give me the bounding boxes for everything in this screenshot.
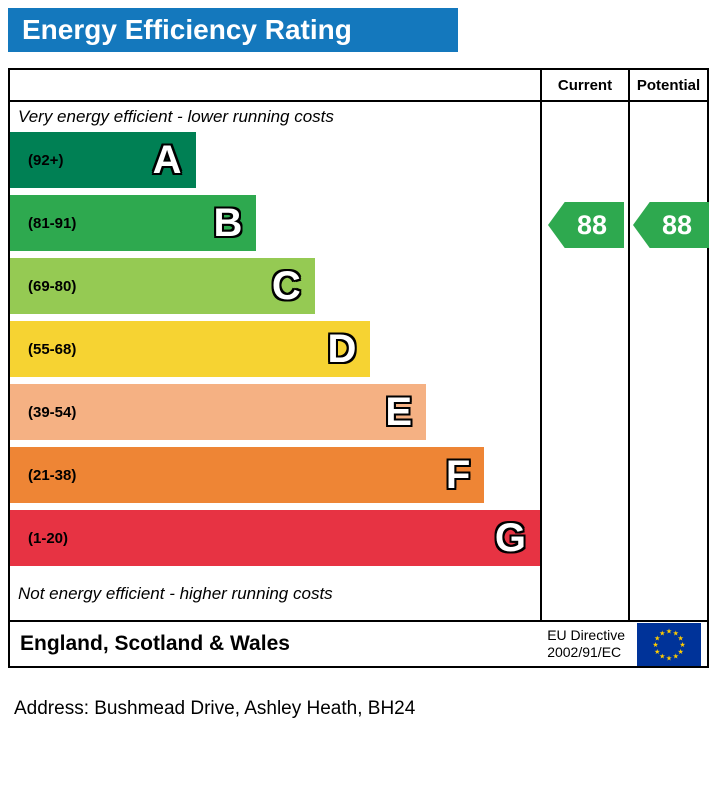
header-main-cell [10, 70, 540, 100]
band-bar-d: (55-68) D [10, 321, 371, 377]
svg-text:★: ★ [654, 647, 660, 655]
band-letter: A [152, 138, 182, 182]
address-line: Address: Bushmead Drive, Ashley Heath, B… [14, 698, 416, 719]
band-row-a: (92+) A [10, 132, 540, 195]
caption-top: Very energy efficient - lower running co… [18, 107, 334, 126]
band-letter: C [271, 264, 301, 308]
band-row-d: (55-68) D [10, 321, 540, 384]
table-footer: England, Scotland & Wales EU Directive 2… [10, 620, 707, 666]
band-bar-f: (21-38) F [10, 447, 485, 503]
band-range-label: (39-54) [28, 403, 77, 421]
svg-text:★: ★ [673, 629, 679, 637]
current-column [540, 102, 628, 620]
band-bar-e: (39-54) E [10, 384, 427, 440]
band-range-label: (92+) [28, 151, 64, 169]
band-bar-g: (1-20) G [10, 510, 540, 566]
eu-directive-line1: EU Directive [547, 626, 625, 643]
band-letter: B [213, 201, 243, 245]
footer-region-label: England, Scotland & Wales [20, 632, 290, 655]
band-letter: F [445, 453, 471, 497]
band-letter: E [385, 390, 413, 434]
band-row-c: (69-80) C [10, 258, 540, 321]
potential-column [628, 102, 707, 620]
band-row-b: (81-91) B [10, 195, 540, 258]
rating-scale: Very energy efficient - lower running co… [10, 102, 540, 620]
svg-text:★: ★ [659, 652, 665, 660]
svg-text:★: ★ [654, 634, 660, 642]
band-range-label: (81-91) [28, 214, 77, 232]
svg-text:★: ★ [679, 641, 685, 649]
svg-text:★: ★ [678, 647, 684, 655]
current-rating-arrow: 88 [548, 202, 624, 248]
epc-rating-table: Current Potential Very energy efficient … [8, 68, 709, 668]
svg-text:★: ★ [678, 634, 684, 642]
eu-flag-icon: ★ ★ ★ ★ ★ ★ ★ ★ ★ ★ ★ ★ [637, 622, 701, 666]
svg-text:★: ★ [666, 654, 672, 662]
eu-directive-line2: 2002/91/EC [547, 644, 622, 660]
caption-bottom: Not energy efficient - higher running co… [18, 584, 333, 603]
band-row-e: (39-54) E [10, 384, 540, 447]
band-range-label: (69-80) [28, 277, 77, 295]
table-body: Very energy efficient - lower running co… [10, 102, 707, 620]
band-letter: D [327, 327, 357, 371]
page-title: Energy Efficiency Rating [8, 8, 458, 52]
svg-text:★: ★ [659, 629, 665, 637]
band-row-g: (1-20) G [10, 510, 540, 573]
svg-text:★: ★ [673, 652, 679, 660]
band-bar-b: (81-91) B [10, 195, 257, 251]
band-range-label: (55-68) [28, 340, 77, 358]
svg-text:★: ★ [652, 641, 658, 649]
band-bar-a: (92+) A [10, 132, 196, 188]
band-bar-c: (69-80) C [10, 258, 315, 314]
table-header-row: Current Potential [10, 70, 707, 102]
header-current-label: Current [540, 70, 628, 100]
header-potential-label: Potential [628, 70, 707, 100]
eu-directive-label: EU Directive 2002/91/EC [547, 627, 637, 662]
band-letter: G [494, 516, 526, 560]
potential-rating-arrow: 88 [633, 202, 709, 248]
band-range-label: (21-38) [28, 466, 77, 484]
band-row-f: (21-38) F [10, 447, 540, 510]
band-range-label: (1-20) [28, 529, 69, 547]
svg-text:★: ★ [666, 627, 672, 635]
